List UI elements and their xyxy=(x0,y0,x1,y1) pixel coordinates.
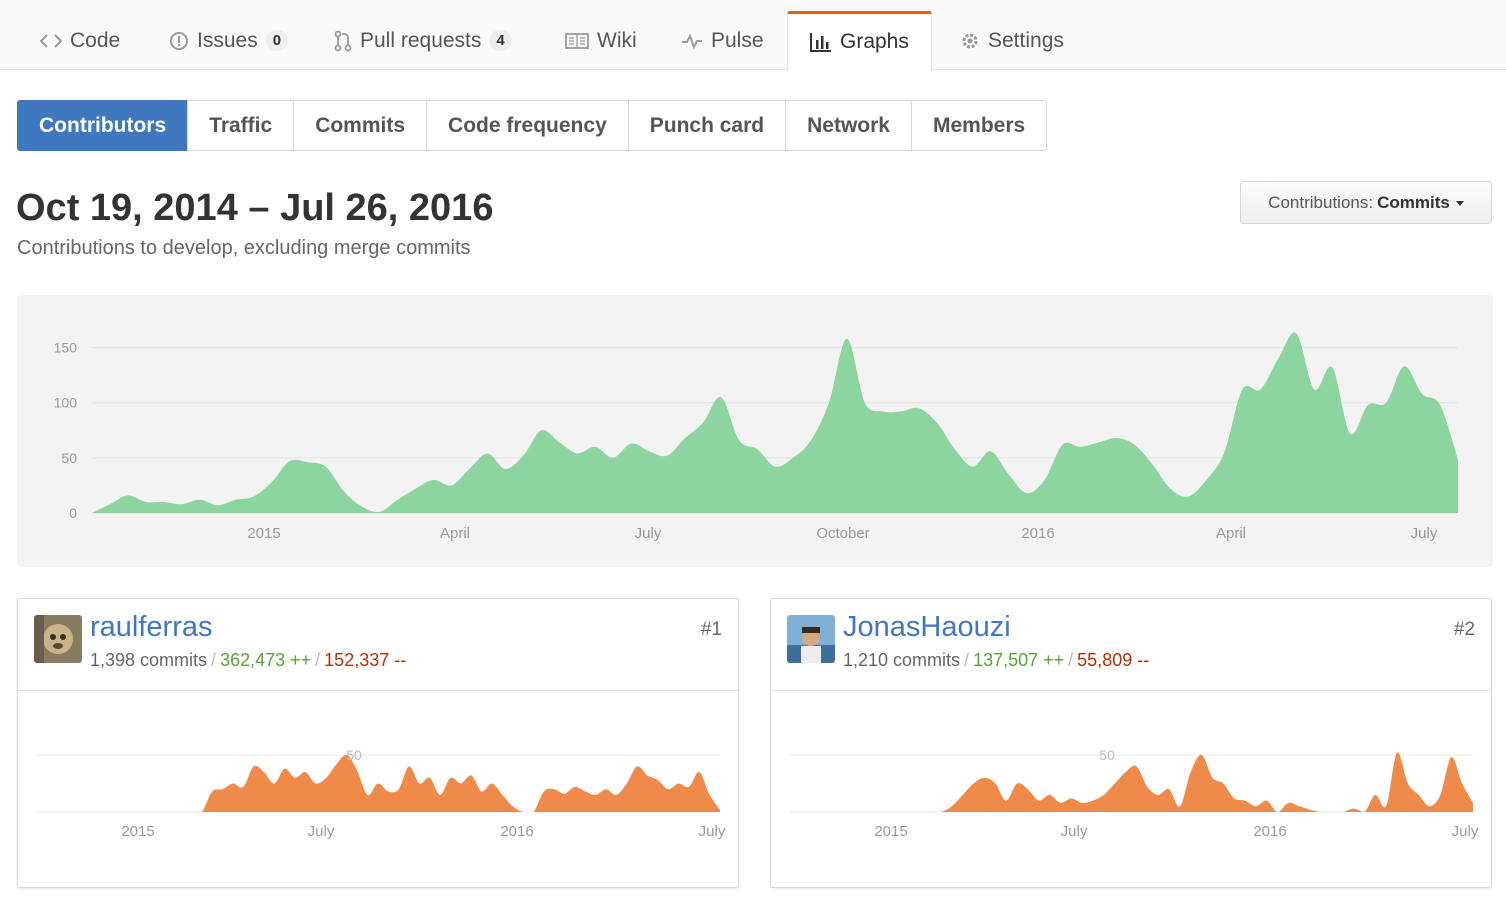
contributor-name-link[interactable]: JonasHaouzi xyxy=(843,611,1011,643)
x-tick-label: 2015 xyxy=(121,823,154,840)
x-tick-label: 2015 xyxy=(247,525,280,542)
separator: / xyxy=(315,650,321,670)
tab-settings[interactable]: Settings xyxy=(938,11,1086,70)
commit-count: 1,210 commits xyxy=(843,650,961,670)
separator: / xyxy=(964,650,970,670)
date-range-title: Oct 19, 2014 – Jul 26, 2016 xyxy=(16,187,494,229)
book-icon xyxy=(565,32,589,49)
tab-wiki[interactable]: Wiki xyxy=(543,11,659,70)
contributor-graph-svg: 50 2015 July 2016 July xyxy=(789,747,1479,840)
separator: / xyxy=(211,650,217,670)
x-tick-label: April xyxy=(1216,525,1246,542)
x-tick-label: July xyxy=(1452,823,1479,840)
issue-icon xyxy=(170,31,188,50)
contributions-area xyxy=(92,332,1458,513)
avatar[interactable] xyxy=(34,615,82,663)
x-tick-label: 2016 xyxy=(500,823,533,840)
repo-nav: Code Issues 0 Pull requests 4 Wiki Pulse… xyxy=(0,0,1506,71)
contributor-stats: 1,210 commits/137,507 ++/55,809 -- xyxy=(843,650,1149,671)
x-tick-label: July xyxy=(635,525,662,542)
tab-issues-label: Issues xyxy=(197,28,258,52)
pull-request-icon xyxy=(334,30,352,51)
tab-code[interactable]: Code xyxy=(18,11,142,70)
x-tick-label: April xyxy=(440,525,470,542)
x-tick-label: July xyxy=(699,823,726,840)
subnav-code-frequency[interactable]: Code frequency xyxy=(426,100,629,151)
subnav-contributors[interactable]: Contributors xyxy=(17,100,189,151)
x-tick-label: July xyxy=(1061,823,1088,840)
x-tick-label: 2016 xyxy=(1021,525,1054,542)
subnav-commits[interactable]: Commits xyxy=(293,100,428,151)
contributor-area xyxy=(36,754,720,812)
y-tick-label: 0 xyxy=(69,505,77,521)
tab-graphs-label: Graphs xyxy=(840,30,909,53)
contributor-area xyxy=(789,752,1473,812)
tab-graphs[interactable]: Graphs xyxy=(787,11,932,71)
code-icon xyxy=(40,33,62,48)
subnav-punch-card[interactable]: Punch card xyxy=(627,100,787,151)
contributor-stats: 1,398 commits/362,473 ++/152,337 -- xyxy=(90,650,406,671)
tab-wiki-label: Wiki xyxy=(597,28,637,52)
tab-pulse[interactable]: Pulse xyxy=(659,11,786,70)
additions-count: 137,507 ++ xyxy=(973,650,1065,670)
y-tick-label: 150 xyxy=(54,340,78,356)
contributions-select-value: Commits xyxy=(1377,192,1450,212)
contributions-select-prefix: Contributions: xyxy=(1268,192,1374,212)
contributor-name-link[interactable]: raulferras xyxy=(90,611,213,643)
additions-count: 362,473 ++ xyxy=(220,650,312,670)
contributor-card: raulferras 1,398 commits/362,473 ++/152,… xyxy=(17,598,739,888)
contributor-card-header: JonasHaouzi 1,210 commits/137,507 ++/55,… xyxy=(771,599,1491,691)
contributor-card: JonasHaouzi 1,210 commits/137,507 ++/55,… xyxy=(770,598,1492,888)
contributor-card-header: raulferras 1,398 commits/362,473 ++/152,… xyxy=(18,599,738,691)
graphs-subnav: Contributors Traffic Commits Code freque… xyxy=(17,100,1048,151)
contributions-select-button[interactable]: Contributions: Commits xyxy=(1240,181,1492,224)
y-tick-label: 100 xyxy=(54,395,78,411)
contributor-rank: #2 xyxy=(1453,619,1475,640)
tab-pull-requests[interactable]: Pull requests 4 xyxy=(312,11,534,70)
x-tick-label: 2016 xyxy=(1253,823,1286,840)
subnav-traffic[interactable]: Traffic xyxy=(187,100,295,151)
x-tick-label: 2015 xyxy=(874,823,907,840)
x-tick-label: October xyxy=(816,525,869,542)
tab-pulse-label: Pulse xyxy=(711,28,764,52)
x-tick-label: July xyxy=(1411,525,1438,542)
deletions-count: 55,809 -- xyxy=(1077,650,1150,670)
subnav-members[interactable]: Members xyxy=(910,100,1048,151)
tab-pull-requests-label: Pull requests xyxy=(360,28,482,52)
y-tick-label: 50 xyxy=(1099,747,1115,763)
caret-down-icon xyxy=(1455,201,1464,206)
issues-counter: 0 xyxy=(265,30,289,51)
contributions-graph: 0 50 100 150 2015 April July October 2016 April Ju… xyxy=(17,295,1493,567)
date-range-subtitle: Contributions to develop, excluding merg… xyxy=(17,237,471,259)
pull-requests-counter: 4 xyxy=(489,30,512,51)
y-tick-label: 50 xyxy=(61,450,77,466)
gear-icon xyxy=(962,33,978,48)
tab-code-label: Code xyxy=(70,28,121,52)
tab-issues[interactable]: Issues 0 xyxy=(147,11,310,70)
tab-settings-label: Settings xyxy=(988,28,1064,52)
avatar[interactable] xyxy=(787,615,835,663)
deletions-count: 152,337 -- xyxy=(324,650,407,670)
graph-icon xyxy=(810,33,831,52)
subnav-network[interactable]: Network xyxy=(785,100,912,151)
contributor-graph-svg: 50 2015 July 2016 July xyxy=(36,747,726,840)
separator: / xyxy=(1068,650,1074,670)
contributions-graph-svg: 0 50 100 150 2015 April July October 2016 April Ju… xyxy=(54,332,1458,542)
x-tick-label: July xyxy=(308,823,335,840)
contributor-rank: #1 xyxy=(700,619,722,640)
pulse-icon xyxy=(682,32,702,50)
commit-count: 1,398 commits xyxy=(90,650,208,670)
y-tick-label: 50 xyxy=(346,747,362,763)
